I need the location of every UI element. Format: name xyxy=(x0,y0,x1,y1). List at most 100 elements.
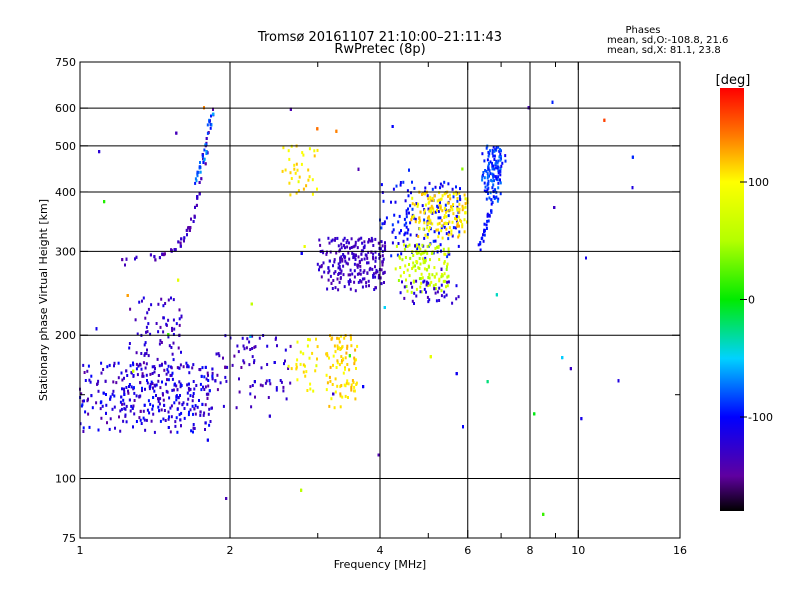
data-point xyxy=(358,260,361,264)
data-point xyxy=(340,246,343,250)
data-point xyxy=(302,370,305,374)
data-point xyxy=(487,154,490,158)
data-point xyxy=(296,168,299,172)
data-point xyxy=(128,398,131,402)
data-point xyxy=(488,169,491,173)
data-points xyxy=(79,100,634,516)
data-point xyxy=(175,322,178,326)
data-point xyxy=(403,223,406,227)
data-point xyxy=(123,376,125,380)
data-point xyxy=(125,369,128,373)
data-point xyxy=(101,404,104,408)
data-point xyxy=(487,192,489,195)
data-point xyxy=(335,251,338,255)
data-point xyxy=(482,171,485,174)
data-point xyxy=(406,245,409,248)
data-point xyxy=(284,168,287,172)
data-point xyxy=(484,169,487,172)
data-point xyxy=(412,215,415,219)
data-point xyxy=(420,277,423,280)
data-point xyxy=(433,194,436,198)
data-point xyxy=(183,236,186,240)
data-point xyxy=(90,374,93,378)
data-point xyxy=(86,369,89,373)
data-point xyxy=(406,237,409,241)
data-point xyxy=(322,261,325,265)
data-point xyxy=(443,225,446,229)
data-point xyxy=(457,221,459,225)
data-point xyxy=(425,283,428,287)
data-point xyxy=(308,338,311,342)
data-point xyxy=(125,420,128,424)
data-point xyxy=(428,243,431,247)
data-point xyxy=(359,268,362,272)
data-point xyxy=(331,238,334,242)
data-point xyxy=(112,380,115,384)
data-point xyxy=(486,158,489,162)
data-point xyxy=(488,213,491,217)
data-point xyxy=(421,243,424,247)
data-point xyxy=(187,382,190,386)
data-point xyxy=(200,374,203,378)
data-point xyxy=(281,169,284,173)
data-point xyxy=(194,205,196,209)
data-point xyxy=(306,389,309,392)
data-point xyxy=(497,186,500,190)
data-point xyxy=(240,366,243,369)
data-point xyxy=(145,373,148,377)
data-point xyxy=(326,352,329,356)
data-point xyxy=(152,412,155,416)
data-point xyxy=(128,346,131,350)
data-point xyxy=(343,244,346,248)
data-point xyxy=(349,246,351,250)
data-point xyxy=(422,227,425,231)
data-point xyxy=(424,256,427,260)
colorbar-tick-label: -100 xyxy=(748,411,773,424)
data-point xyxy=(382,199,385,203)
data-point xyxy=(159,386,162,390)
data-point xyxy=(482,233,484,237)
data-point xyxy=(165,389,168,393)
data-point xyxy=(397,279,400,282)
data-point xyxy=(371,238,374,242)
data-point xyxy=(498,169,501,173)
data-point xyxy=(447,194,449,198)
y-tick-label: 750 xyxy=(55,56,76,69)
data-point xyxy=(149,372,152,376)
data-point xyxy=(308,147,311,151)
data-point xyxy=(289,171,292,175)
data-point xyxy=(174,424,177,428)
data-point xyxy=(249,348,252,351)
data-point xyxy=(448,209,450,213)
data-point xyxy=(344,246,346,250)
data-point xyxy=(444,208,447,212)
data-point xyxy=(354,240,357,244)
data-point xyxy=(159,397,162,401)
data-point xyxy=(455,297,458,301)
data-point xyxy=(447,247,450,251)
data-point xyxy=(479,241,482,244)
data-point xyxy=(196,195,199,199)
data-point xyxy=(195,384,198,387)
data-point xyxy=(196,174,199,178)
data-point xyxy=(113,364,115,368)
data-point xyxy=(493,179,495,183)
data-point xyxy=(309,387,312,391)
data-point xyxy=(494,188,497,192)
data-point xyxy=(421,257,424,261)
data-point xyxy=(342,264,345,268)
data-point xyxy=(222,356,224,360)
data-point xyxy=(338,264,341,268)
data-point xyxy=(427,281,430,285)
data-point xyxy=(208,423,211,427)
data-point xyxy=(182,365,185,369)
data-point xyxy=(193,407,196,411)
data-point xyxy=(393,213,396,217)
data-point xyxy=(569,367,572,371)
data-point xyxy=(134,257,136,261)
data-point xyxy=(427,215,430,219)
data-point xyxy=(157,399,160,403)
data-point xyxy=(458,191,461,195)
data-point xyxy=(196,196,199,200)
data-point xyxy=(372,275,375,279)
